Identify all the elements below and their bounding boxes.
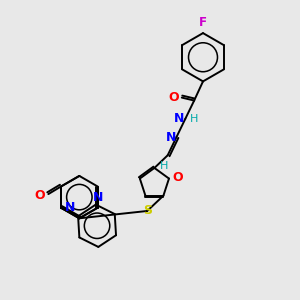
Text: O: O	[35, 189, 45, 202]
Text: O: O	[173, 172, 183, 184]
Text: N: N	[166, 130, 176, 143]
Text: H: H	[190, 114, 198, 124]
Text: N: N	[64, 201, 75, 214]
Text: N: N	[173, 112, 184, 125]
Text: N: N	[92, 190, 103, 204]
Text: F: F	[199, 16, 207, 29]
Text: H: H	[160, 160, 168, 171]
Text: S: S	[143, 205, 152, 218]
Text: O: O	[169, 91, 179, 104]
